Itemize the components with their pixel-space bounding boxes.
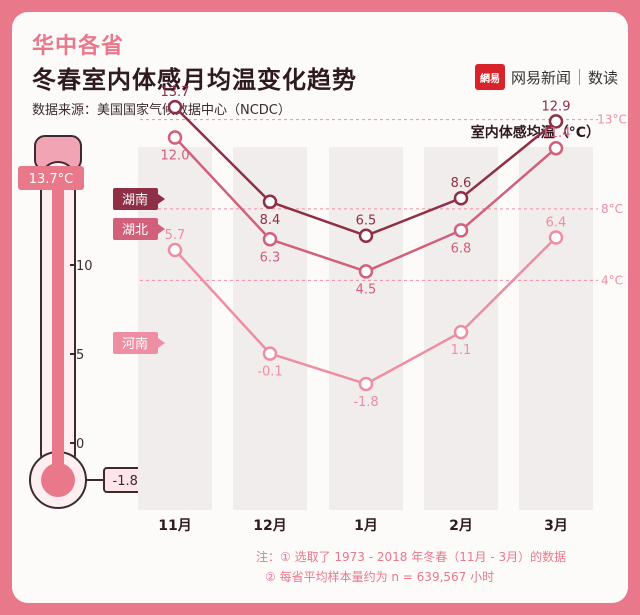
brand-sub: 数读 bbox=[587, 68, 618, 87]
data-point bbox=[262, 194, 278, 210]
data-label: 1.1 bbox=[451, 343, 472, 358]
data-point bbox=[453, 223, 469, 238]
data-label: 6.4 bbox=[546, 215, 567, 230]
thermometer-mercury bbox=[52, 178, 64, 478]
thermometer-icon: 13.7°C -1.8°C 10 5 0 bbox=[18, 135, 163, 509]
column-band bbox=[519, 147, 593, 510]
series-3: 5.7 -0.1 -1.8 1.1 6.4 bbox=[165, 215, 567, 409]
reference-line-label: 13°C bbox=[597, 113, 627, 127]
data-point bbox=[262, 346, 278, 361]
brand-name: 网易新闻 bbox=[510, 68, 571, 87]
reference-line-label: 4°C bbox=[601, 273, 623, 287]
thermometer-tick-label: 0 bbox=[76, 437, 84, 452]
legend-label-box bbox=[113, 188, 158, 210]
series-group: 13.7 8.4 6.5 8.6 12.9 12.0 6.3 4.5 6.8 11.4 5.7 -0.… bbox=[161, 85, 571, 410]
column-bands bbox=[138, 147, 593, 510]
region-label: 华中各省 bbox=[32, 34, 125, 59]
thermometer-bulb-fill bbox=[41, 463, 75, 497]
data-label: 11.4 bbox=[542, 126, 571, 141]
data-point bbox=[548, 230, 564, 245]
data-point bbox=[453, 190, 469, 206]
legend-label: 湖北 bbox=[122, 223, 148, 238]
data-point bbox=[358, 376, 374, 392]
legend-label: 河南 bbox=[122, 336, 148, 352]
x-tick-label: 11月 bbox=[158, 518, 191, 534]
thermometer-tick-label: 5 bbox=[76, 348, 84, 363]
data-label: 5.7 bbox=[165, 228, 186, 243]
footnote-1: 注：① 选取了 1973 - 2018 年冬春（11月 - 3月）的数据 bbox=[256, 550, 567, 564]
column-band bbox=[329, 147, 403, 510]
legend-label: 湖南 bbox=[122, 192, 148, 208]
data-label: 12.0 bbox=[161, 148, 190, 163]
thermometer-top-box bbox=[18, 166, 84, 190]
data-point bbox=[358, 228, 374, 243]
series-1: 13.7 8.4 6.5 8.6 12.9 bbox=[161, 85, 571, 243]
chart-title: 冬春室内体感月均温变化趋势 bbox=[32, 66, 357, 94]
data-label: 4.5 bbox=[356, 282, 377, 297]
thermometer-top-label: 13.7°C bbox=[29, 172, 74, 187]
data-label: 12.9 bbox=[542, 99, 571, 114]
reference-lines: 13°C 8°C 4°C bbox=[140, 113, 627, 287]
legend-pointer bbox=[158, 224, 165, 234]
data-point bbox=[548, 140, 564, 156]
legend-pointer bbox=[158, 338, 165, 348]
x-tick-label: 2月 bbox=[449, 518, 473, 534]
data-point bbox=[167, 99, 183, 115]
legend-label-box bbox=[113, 218, 158, 240]
thermometer-tick-label: 10 bbox=[76, 259, 93, 274]
legend-label-box bbox=[113, 332, 158, 354]
data-point bbox=[358, 264, 374, 279]
series-2: 12.0 6.3 4.5 6.8 11.4 bbox=[161, 126, 571, 297]
x-tick-label: 1月 bbox=[354, 518, 378, 534]
x-tick-label: 3月 bbox=[544, 518, 568, 534]
x-axis: 11月 12月 1月 2月 3月 bbox=[158, 518, 568, 534]
data-point bbox=[262, 232, 278, 247]
y-unit-label: 室内体感均温（°C） bbox=[470, 125, 600, 141]
netease-logo-icon: 網易 bbox=[474, 64, 505, 90]
footnote-2: ② 每省平均样本量约为 n = 639,567 小时 bbox=[265, 570, 495, 584]
brand-divider bbox=[578, 69, 580, 85]
brand: 網易 网易新闻 数读 bbox=[474, 64, 618, 90]
data-label: 8.4 bbox=[260, 213, 281, 228]
data-point bbox=[453, 324, 469, 340]
data-point bbox=[167, 242, 183, 258]
reference-line-label: 8°C bbox=[601, 202, 623, 216]
x-tick-label: 12月 bbox=[253, 518, 286, 534]
data-label: 6.8 bbox=[451, 241, 472, 256]
data-source: 数据来源：美国国家气候数据中心（NCDC） bbox=[32, 103, 291, 118]
data-label: 6.3 bbox=[260, 250, 281, 265]
data-label: 6.5 bbox=[356, 214, 377, 229]
data-point bbox=[167, 130, 183, 145]
data-label: 8.6 bbox=[451, 176, 472, 191]
data-point bbox=[548, 114, 564, 129]
data-label: 13.7 bbox=[161, 85, 190, 100]
data-label: -1.8 bbox=[353, 395, 378, 410]
legend-pointer bbox=[158, 194, 165, 204]
data-label: -0.1 bbox=[257, 365, 282, 380]
